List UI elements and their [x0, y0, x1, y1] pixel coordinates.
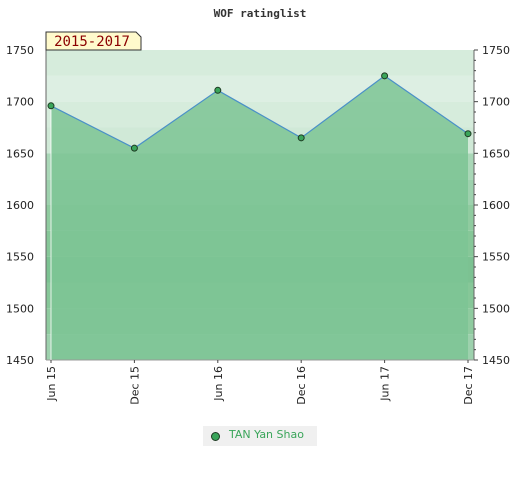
chart-title: WOF ratinglist	[214, 7, 307, 20]
x-tick-label: Dec 17	[462, 366, 475, 405]
y-tick-label-right: 1750	[482, 44, 510, 57]
y-tick-label-left: 1700	[6, 96, 34, 109]
data-point	[381, 72, 389, 80]
area-fill	[51, 75, 468, 360]
y-tick-label-left: 1500	[6, 302, 34, 315]
series-lines	[50, 75, 469, 149]
y-tick-label-right: 1650	[482, 147, 510, 160]
period-badge-box	[45, 31, 142, 51]
legend-label: TAN Yan Shao	[229, 428, 304, 441]
y-tick-label-left: 1600	[6, 199, 34, 212]
x-tick-label: Jun 15	[45, 366, 58, 402]
series-points	[47, 72, 472, 152]
y-tick-label-left: 1750	[6, 44, 34, 57]
y-axis-right: 1450 1500 1550 1600 1650 1700 1750	[474, 44, 510, 367]
data-point	[47, 102, 55, 110]
series-area	[51, 75, 468, 360]
legend[interactable]: TAN Yan Shao	[203, 426, 317, 446]
y-tick-label-right: 1500	[482, 302, 510, 315]
x-tick-label: Jun 16	[212, 366, 225, 402]
y-tick-label-left: 1650	[6, 147, 34, 160]
y-tick-label-left: 1450	[6, 354, 34, 367]
data-point	[297, 134, 305, 142]
y-tick-label-right: 1550	[482, 251, 510, 264]
data-point	[464, 130, 472, 138]
period-badge-label: 2015-2017	[54, 34, 130, 50]
x-tick-label: Jun 17	[379, 366, 392, 402]
y-tick-label-right: 1700	[482, 96, 510, 109]
y-tick-label-right: 1450	[482, 354, 510, 367]
x-tick-label: Dec 16	[295, 366, 308, 405]
data-point	[214, 86, 222, 94]
x-tick-label: Dec 15	[128, 366, 141, 405]
x-axis: Jun 15 Dec 15 Jun 16 Dec 16 Jun 17 Dec 17	[45, 360, 475, 405]
data-point	[130, 144, 138, 152]
series-line	[50, 75, 469, 149]
legend-marker-icon	[211, 432, 220, 441]
y-axis-left: 1450 1500 1550 1600 1650 1700 1750	[6, 44, 34, 367]
y-tick-label-right: 1600	[482, 199, 510, 212]
period-badge: 2015-2017	[45, 31, 142, 51]
y-tick-label-left: 1550	[6, 251, 34, 264]
